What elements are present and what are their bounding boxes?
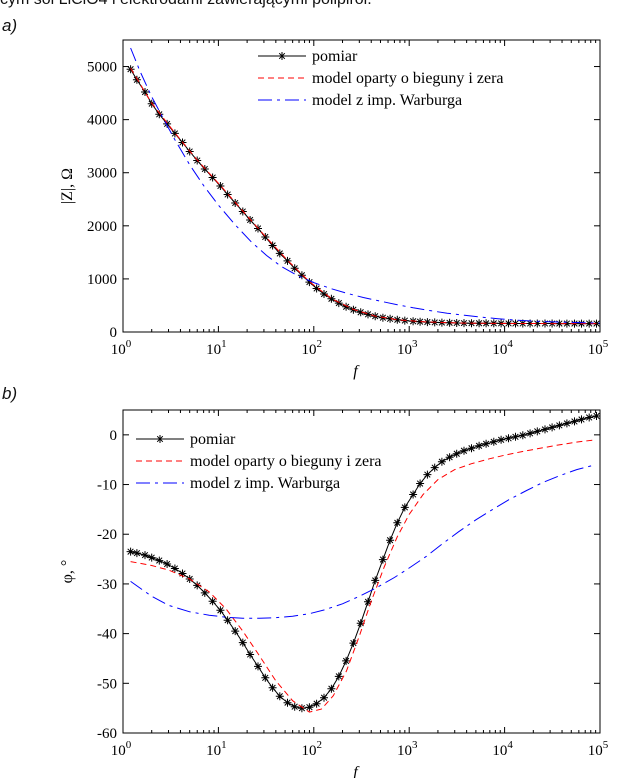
y-tick-label: -10 xyxy=(97,478,117,494)
y-tick-label: -60 xyxy=(97,726,117,742)
x-axis-title: f xyxy=(353,363,360,380)
x-tick-label: 101 xyxy=(206,338,227,358)
x-tick-label: 105 xyxy=(588,739,609,759)
legend-label-2: model oparty o bieguny i zera xyxy=(312,70,504,87)
y-tick-label: -20 xyxy=(97,527,117,543)
y-tick-label: 2000 xyxy=(87,219,117,235)
x-tick-label: 100 xyxy=(111,739,132,759)
legend-label-2: model oparty o bieguny i zera xyxy=(190,453,382,470)
series-line-3 xyxy=(130,47,600,324)
series-markers-1 xyxy=(126,412,601,713)
panel-b-label: b) xyxy=(2,384,18,403)
plot-frame xyxy=(122,409,601,734)
legend-label-3: model z imp. Warburga xyxy=(190,475,340,492)
y-tick-label: -40 xyxy=(97,627,117,643)
legend-label-1: pomiar xyxy=(190,431,236,448)
legend-marker xyxy=(156,435,164,443)
y-tick-label: 4000 xyxy=(87,113,117,129)
x-axis-title: f xyxy=(353,764,360,778)
y-tick-label: 5000 xyxy=(87,60,117,76)
series-line-2 xyxy=(130,439,596,713)
plot-frame xyxy=(122,39,601,333)
chart-a-impedance-magnitude: 100 101 102 103 104 105 0 1000 2000 3000 4000 5000 f… xyxy=(59,39,609,380)
y-tick-label: 0 xyxy=(110,325,118,341)
series-line-2 xyxy=(130,67,597,325)
x-tick-label: 102 xyxy=(302,739,323,759)
legend-label-3: model z imp. Warburga xyxy=(312,92,462,109)
panel-a-label: a) xyxy=(2,16,18,35)
y-tick-label: -30 xyxy=(97,577,117,593)
x-tick-label: 103 xyxy=(397,338,418,358)
x-tick-label: 100 xyxy=(111,338,132,358)
y-tick-label: 0 xyxy=(110,428,118,444)
x-tick-label: 101 xyxy=(206,739,227,759)
x-tick-label: 102 xyxy=(302,338,323,358)
y-tick-label: -50 xyxy=(97,676,117,692)
y-axis-title: |Z|, Ω xyxy=(59,168,76,204)
legend-label-1: pomiar xyxy=(312,48,358,65)
x-tick-label: 103 xyxy=(397,739,418,759)
y-tick-label: 3000 xyxy=(87,166,117,182)
x-tick-label: 104 xyxy=(492,338,513,358)
caption-fragment: cym sol LiClO4 i elektrodami zawierający… xyxy=(0,0,620,9)
legend-marker xyxy=(278,52,286,60)
y-tick-label: 1000 xyxy=(87,272,117,288)
y-axis-title: φ, ° xyxy=(59,560,76,584)
x-tick-label: 104 xyxy=(492,739,513,759)
series-line-1 xyxy=(130,415,597,709)
x-tick-label: 105 xyxy=(588,338,609,358)
series-line-3 xyxy=(130,464,596,619)
chart-b-phase: 100 101 102 103 104 105 -60 -50 -40 -30 -20 -10 0 f φ,… xyxy=(59,409,609,778)
